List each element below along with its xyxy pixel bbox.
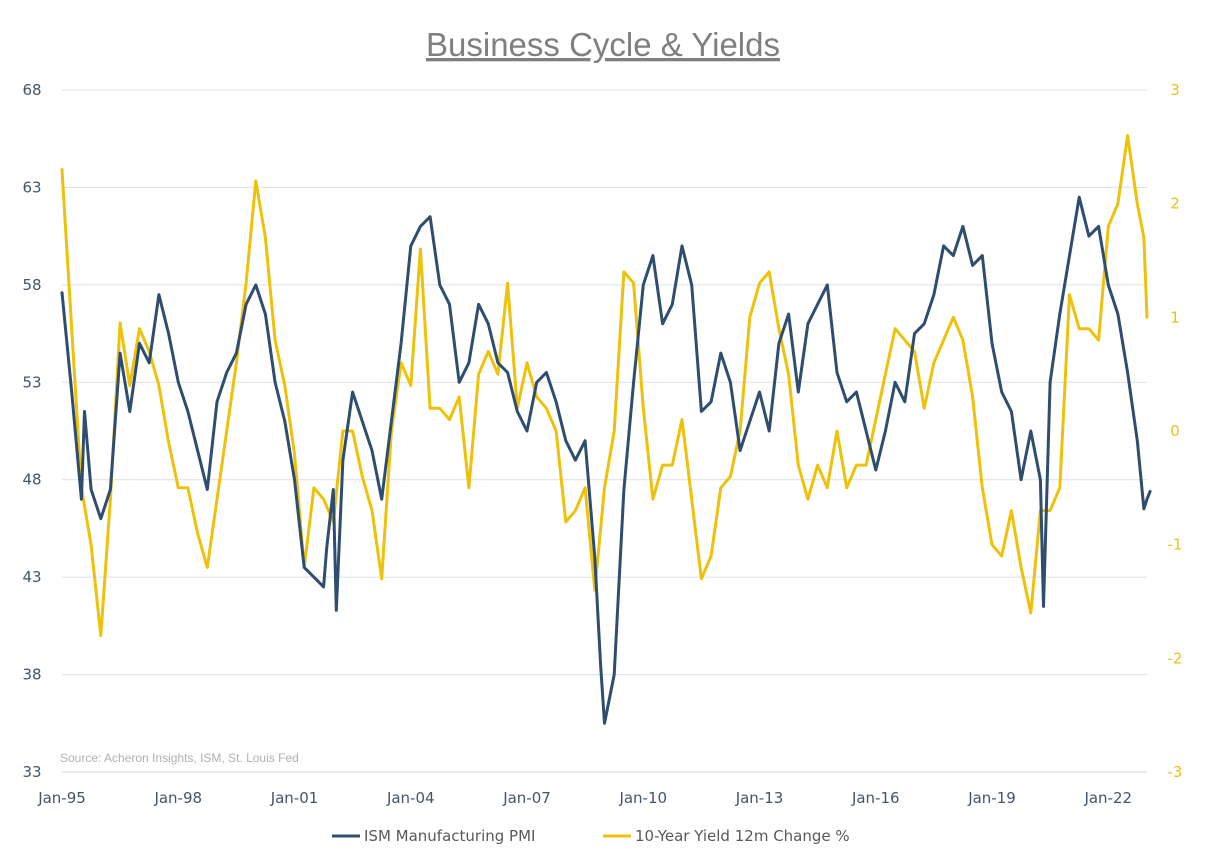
gridlines xyxy=(62,89,1147,773)
left-tick-label: 58 xyxy=(22,276,41,294)
legend: ISM Manufacturing PMI 10-Year Yield 12m … xyxy=(332,827,850,845)
left-tick-label: 43 xyxy=(22,568,41,586)
x-tick-label: Jan-04 xyxy=(386,789,435,807)
left-tick-label: 33 xyxy=(22,763,41,781)
x-tick-label: Jan-16 xyxy=(851,789,900,807)
series-line-pmi xyxy=(60,195,1152,725)
legend-label-yield: 10-Year Yield 12m Change % xyxy=(635,827,850,845)
left-tick-label: 68 xyxy=(22,81,41,99)
x-tick-label: Jan-01 xyxy=(270,789,319,807)
left-tick-label: 63 xyxy=(22,178,41,196)
right-tick-label: 1 xyxy=(1170,308,1180,326)
left-tick-label: 48 xyxy=(22,471,41,489)
x-tick-label: Jan-22 xyxy=(1083,789,1132,807)
right-tick-label: 0 xyxy=(1170,422,1180,440)
right-axis-ticks: -3 -2 -1 0 1 2 3 xyxy=(1168,81,1183,781)
right-tick-label: -2 xyxy=(1168,649,1183,667)
series-layer xyxy=(60,134,1152,725)
x-tick-label: Jan-07 xyxy=(502,789,551,807)
left-axis-ticks: 33 38 43 48 53 58 63 68 xyxy=(22,81,41,781)
x-axis-ticks: Jan-95 Jan-98 Jan-01 Jan-04 Jan-07 Jan-10 Jan-… xyxy=(37,789,1132,807)
x-tick-label: Jan-19 xyxy=(967,789,1016,807)
right-tick-label: -1 xyxy=(1168,536,1183,554)
right-tick-label: -3 xyxy=(1168,763,1183,781)
right-tick-label: 3 xyxy=(1170,81,1180,99)
legend-label-pmi: ISM Manufacturing PMI xyxy=(364,827,535,845)
left-tick-label: 38 xyxy=(22,666,41,684)
x-tick-label: Jan-98 xyxy=(153,789,202,807)
source-note: Source: Acheron Insights, ISM, St. Louis… xyxy=(60,751,299,765)
left-tick-label: 53 xyxy=(22,373,41,391)
x-tick-label: Jan-10 xyxy=(618,789,667,807)
series-line-yield-change xyxy=(60,134,1149,638)
x-tick-label: Jan-13 xyxy=(735,789,784,807)
chart-title: Business Cycle & Yields xyxy=(426,26,780,63)
x-tick-label: Jan-95 xyxy=(37,789,86,807)
right-tick-label: 2 xyxy=(1170,195,1180,213)
